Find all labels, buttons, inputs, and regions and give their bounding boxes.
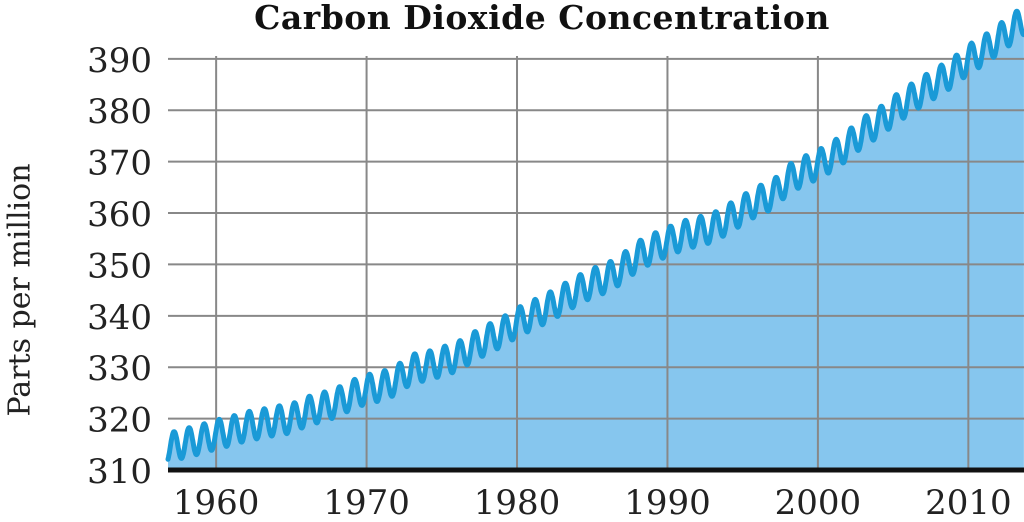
- gridlines: [168, 56, 1024, 470]
- area-fill-layer: [168, 11, 1024, 470]
- y-tick-label: 310: [87, 452, 152, 492]
- y-tick-labels: 310 320 330 340 350 360 370 380 390: [87, 41, 152, 492]
- x-tick-label: 1970: [323, 483, 410, 522]
- x-tick-labels: 1960 1970 1980 1990 2000 2010: [173, 483, 1012, 522]
- x-tick-label: 1960: [173, 483, 260, 522]
- y-tick-label: 380: [87, 92, 152, 132]
- x-tick-label: 2000: [775, 483, 862, 522]
- y-tick-label: 350: [87, 246, 152, 286]
- data-line-layer: [165, 8, 1024, 462]
- y-tick-label: 360: [87, 195, 152, 235]
- y-tick-label: 320: [87, 401, 152, 441]
- x-tick-label: 2010: [925, 483, 1012, 522]
- y-tick-label: 330: [87, 349, 152, 389]
- x-tick-label: 1990: [624, 483, 711, 522]
- area-fill: [168, 11, 1024, 470]
- y-axis-label: Parts per million: [2, 163, 38, 417]
- co2-series-line: [165, 8, 1024, 462]
- x-tick-label: 1980: [474, 483, 561, 522]
- y-tick-label: 390: [87, 41, 152, 81]
- chart-title: Carbon Dioxide Concentration: [254, 0, 830, 37]
- y-tick-label: 370: [87, 144, 152, 184]
- y-tick-label: 340: [87, 298, 152, 338]
